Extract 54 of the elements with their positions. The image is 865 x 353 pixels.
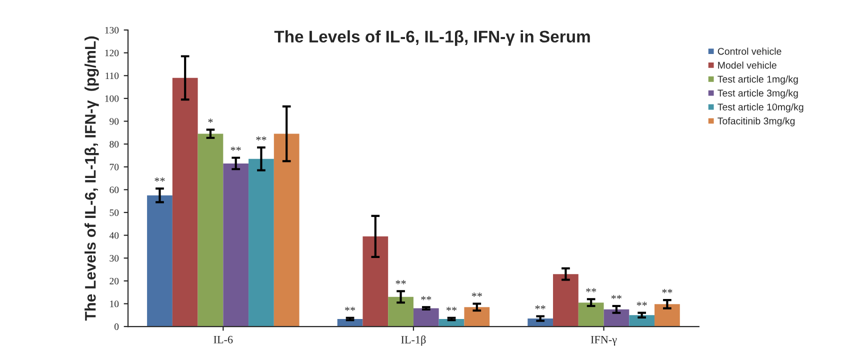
y-tick-label: 120 [105, 50, 119, 56]
data-label: ** [611, 294, 622, 300]
bar [248, 158, 274, 327]
legend-label: Test article 10mg/kg [718, 103, 804, 112]
y-tick-label: 110 [106, 72, 119, 80]
x-tick-label: IFN-γ [590, 336, 617, 346]
bar [172, 78, 198, 327]
bar [388, 296, 414, 327]
y-tick-label: 100 [105, 95, 119, 102]
legend-label: Control vehicle [718, 48, 782, 55]
bar [198, 134, 224, 327]
bar [223, 163, 249, 327]
bar [578, 302, 604, 327]
data-label: ** [535, 305, 546, 310]
bar [413, 308, 439, 327]
legend-label: Test article 1mg/kg [718, 76, 798, 85]
y-tick-label: 40 [109, 232, 119, 239]
y-tick-label: 30 [110, 255, 119, 262]
y-tick-label: 20 [110, 278, 119, 284]
data-label: ** [446, 306, 457, 311]
y-tick-label: 60 [110, 186, 119, 194]
data-label: ** [256, 136, 266, 141]
legend-label: Test article 3mg/kg [718, 89, 798, 98]
data-label: ** [345, 306, 356, 311]
bar [147, 195, 172, 327]
x-tick-label: IL-1β [401, 336, 426, 346]
bar [604, 309, 630, 327]
data-label: ** [586, 288, 596, 292]
y-axis-title: The Levels of IL-6, IL-1β, IFN-γ (pg/mL) [84, 36, 99, 321]
data-label: * [208, 118, 213, 123]
data-label: ** [662, 289, 672, 294]
bar [464, 307, 490, 327]
legend-label: Tofacitinib 3mg/kg [718, 117, 795, 126]
legend-label: Model vehicle [718, 62, 776, 69]
x-tick-label: IL-6 [214, 336, 233, 344]
chart-title: The Levels of IL-6, IL-1β, IFN-γ in Serum [274, 30, 590, 46]
data-label: ** [230, 146, 241, 151]
bar [362, 236, 388, 327]
bar [274, 134, 300, 327]
bar [553, 274, 578, 327]
y-tick-label: 10 [110, 300, 119, 308]
data-label: ** [472, 292, 482, 297]
bar [654, 304, 680, 327]
bar [629, 315, 655, 327]
data-label: ** [396, 280, 406, 284]
data-label: ** [421, 296, 432, 300]
data-label: ** [154, 178, 165, 182]
y-tick-label: 90 [110, 118, 119, 125]
y-tick-label: 80 [110, 140, 119, 148]
y-tick-label: 130 [105, 26, 119, 34]
y-tick-label: 50 [110, 209, 119, 216]
y-tick-label: 0 [114, 323, 119, 330]
y-tick-label: 70 [110, 164, 119, 170]
data-label: ** [636, 302, 647, 306]
